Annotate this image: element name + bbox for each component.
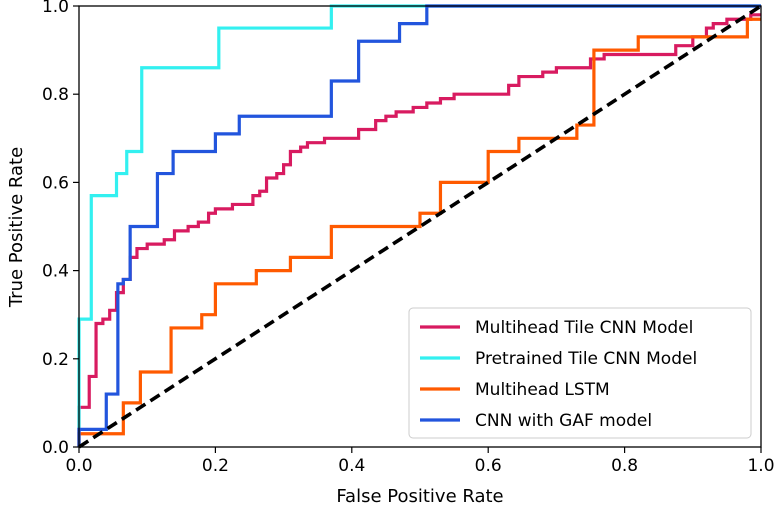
y-tick-label: 0.2 [42,350,69,370]
x-tick-label: 0.2 [202,456,229,476]
legend: Multihead Tile CNN Model Pretrained Tile … [408,307,752,439]
plot-frame [78,5,762,448]
legend-label-2: Multihead LSTM [475,380,610,400]
x-axis-ticks: 0.0 0.2 0.4 0.6 0.8 1.0 [65,447,775,476]
legend-label-1: Pretrained Tile CNN Model [475,349,697,369]
y-tick-label: 0.0 [42,438,69,458]
x-axis-label: False Positive Rate [336,486,503,507]
series-line-3 [77,4,761,447]
y-tick-label: 0.4 [42,262,69,282]
y-tick-label: 0.6 [42,173,69,193]
series-line-0 [77,13,761,447]
x-tick-label: 1.0 [747,456,774,476]
legend-label-3: CNN with GAF model [475,411,652,431]
x-tick-label: 0.4 [338,456,365,476]
x-tick-label: 0.8 [611,456,638,476]
series-layer [77,4,762,449]
x-tick-label: 0.6 [475,456,502,476]
x-tick-label: 0.0 [65,456,92,476]
legend-label-0: Multihead Tile CNN Model [475,318,693,338]
y-axis-ticks: 0.0 0.2 0.4 0.6 0.8 1.0 [42,0,79,458]
series-line-2 [77,17,761,447]
series-line-1 [77,4,761,447]
y-axis-label: True Positive Rate [6,147,27,308]
y-tick-label: 0.8 [42,85,69,105]
y-tick-label: 1.0 [42,0,69,17]
legend-box [408,307,752,439]
